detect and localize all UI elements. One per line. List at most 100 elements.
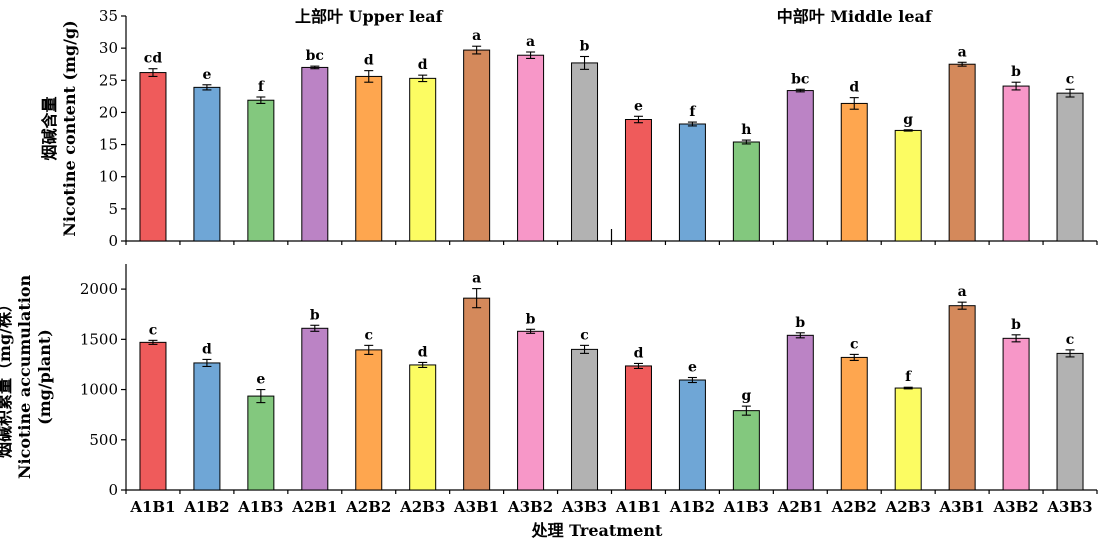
significance-label: a	[958, 44, 967, 60]
bar	[840, 356, 868, 491]
significance-label: bc	[306, 48, 324, 64]
y-tick-label: 35	[99, 7, 118, 25]
group-title: 上部叶 Upper leaf	[295, 7, 444, 26]
significance-label: d	[849, 80, 859, 96]
bar	[247, 99, 275, 242]
bar	[139, 341, 167, 491]
y-axis-title-line: (mg/plant)	[35, 329, 54, 425]
significance-label: c	[850, 336, 859, 352]
significance-label: e	[634, 98, 643, 114]
significance-label: cd	[144, 51, 163, 67]
y-tick-label: 0	[108, 481, 118, 499]
bar	[517, 330, 545, 491]
significance-label: e	[256, 372, 265, 388]
bar	[1056, 92, 1084, 242]
bar	[624, 365, 652, 491]
bar	[624, 119, 652, 242]
bar	[894, 129, 922, 242]
significance-label: bc	[791, 71, 809, 87]
bar	[193, 362, 221, 491]
bar	[1002, 337, 1030, 491]
bottom-panel: 0 500 1000 1500 2000 烟碱积累量（mg/株） Nicotine accu…	[0, 264, 1098, 516]
significance-label: b	[1011, 64, 1021, 80]
significance-label: a	[958, 284, 967, 300]
x-axis-title: 处理 Treatment	[531, 521, 663, 540]
bar	[732, 410, 760, 491]
category-label: A1B2	[183, 498, 229, 516]
significance-label: b	[580, 39, 590, 55]
y-tick-label: 5	[108, 200, 118, 218]
bar	[571, 62, 599, 242]
y-tick-label: 30	[99, 39, 118, 57]
significance-label: a	[472, 271, 481, 287]
bar	[786, 334, 814, 491]
significance-label: c	[1066, 332, 1075, 348]
y-axis-title-line: Nicotine accumulation	[15, 275, 34, 480]
category-label: A1B1	[615, 498, 661, 516]
y-tick-label: 10	[99, 168, 118, 186]
category-label: A1B3	[723, 498, 769, 516]
bar	[1056, 352, 1084, 491]
category-label: A3B3	[1046, 498, 1092, 516]
bar	[301, 327, 329, 491]
significance-label: d	[364, 53, 374, 69]
bar	[786, 90, 814, 242]
bar	[678, 379, 706, 491]
significance-label: b	[526, 311, 536, 327]
significance-label: e	[688, 360, 697, 376]
bar	[301, 66, 329, 242]
category-label: A3B3	[561, 498, 607, 516]
significance-label: a	[526, 34, 535, 50]
significance-label: d	[202, 341, 212, 357]
significance-label: g	[741, 388, 751, 404]
category-label: A2B2	[345, 498, 391, 516]
significance-label: f	[258, 79, 265, 95]
y-tick-label: 0	[108, 232, 118, 250]
bar	[948, 305, 976, 491]
y-tick-label: 25	[99, 71, 118, 89]
category-label: A1B2	[669, 498, 715, 516]
significance-label: f	[689, 104, 696, 120]
significance-label: b	[795, 315, 805, 331]
significance-label: c	[580, 327, 589, 343]
significance-label: d	[634, 345, 644, 361]
bar	[463, 297, 491, 491]
category-label: A3B2	[992, 498, 1038, 516]
bar	[517, 54, 545, 242]
category-label: A2B3	[399, 498, 445, 516]
category-label: A2B1	[291, 498, 337, 516]
significance-label: d	[418, 344, 428, 360]
bar	[1002, 85, 1030, 242]
significance-label: e	[202, 67, 211, 83]
y-tick-label: 15	[99, 136, 118, 154]
category-label: A3B1	[939, 498, 985, 516]
bar	[840, 102, 868, 242]
y-axis-title-line: Nicotine content (mg/g)	[60, 20, 79, 236]
y-tick-label: 20	[99, 103, 118, 121]
category-label: A3B1	[453, 498, 499, 516]
category-label: A1B3	[237, 498, 283, 516]
significance-label: b	[1011, 317, 1021, 333]
significance-label: c	[364, 327, 373, 343]
y-axis-title-line: 烟碱积累量（mg/株）	[0, 296, 14, 458]
category-label: A2B3	[885, 498, 931, 516]
bar	[571, 348, 599, 491]
group-title: 中部叶 Middle leaf	[777, 7, 933, 26]
bar	[732, 141, 760, 242]
bar	[355, 75, 383, 242]
bar	[193, 86, 221, 242]
significance-label: c	[1066, 71, 1075, 87]
bar	[409, 364, 437, 491]
bar	[463, 49, 491, 242]
category-label: A2B2	[831, 498, 877, 516]
y-tick-label: 500	[89, 431, 118, 449]
bar	[247, 395, 275, 491]
bar	[894, 387, 922, 491]
significance-label: d	[418, 57, 428, 73]
significance-label: a	[472, 28, 481, 44]
y-tick-label: 1000	[80, 381, 118, 399]
significance-label: h	[741, 122, 751, 138]
y-tick-label: 2000	[80, 280, 118, 298]
category-label: A1B1	[129, 498, 175, 516]
